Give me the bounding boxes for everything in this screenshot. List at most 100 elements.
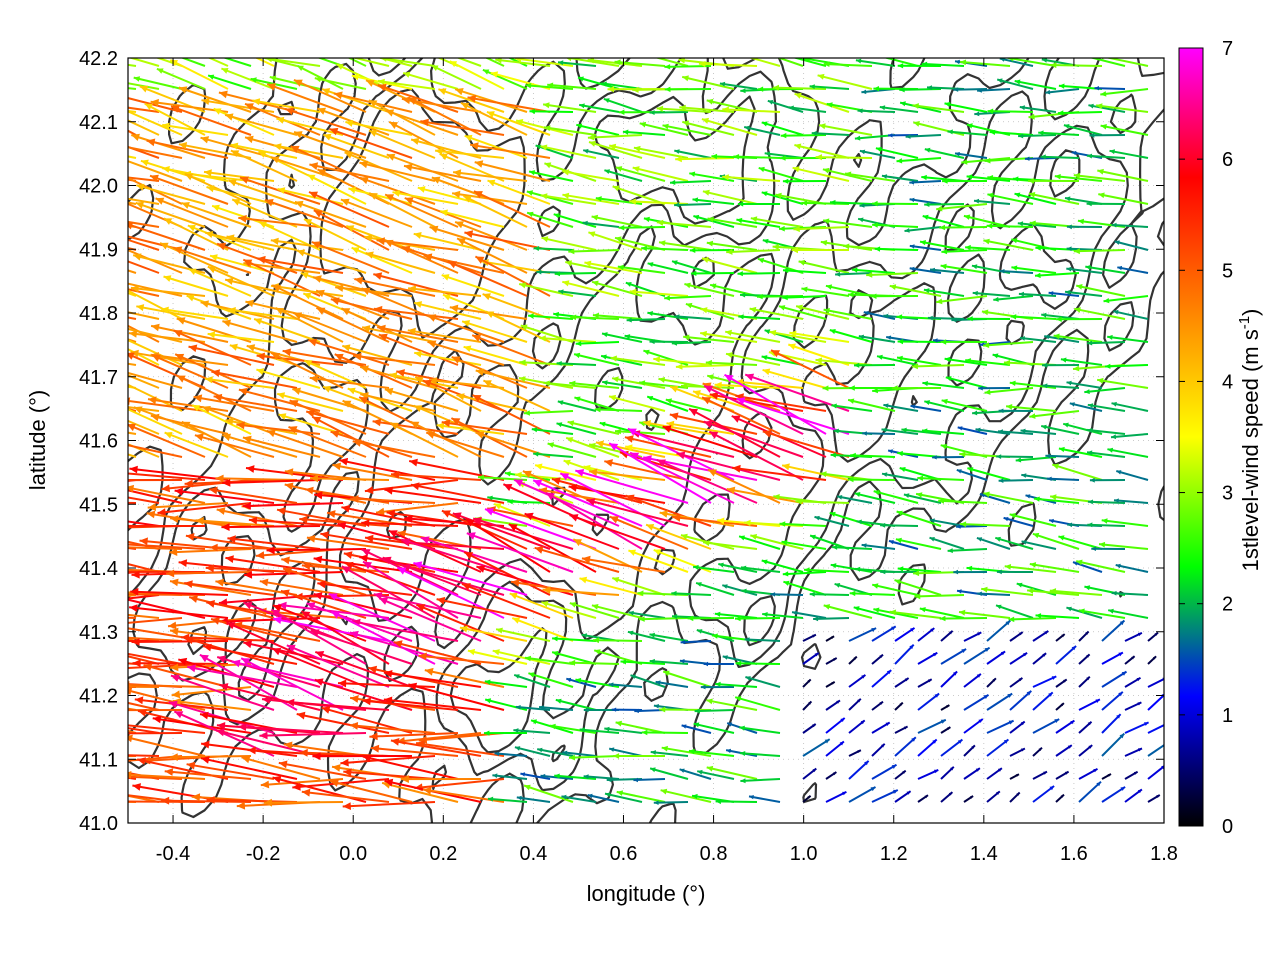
- wind-arrow-head: [128, 47, 135, 53]
- wind-arrow-head: [296, 711, 306, 720]
- wind-arrow-head: [171, 105, 180, 113]
- wind-arrow-head: [692, 197, 699, 203]
- wind-arrow-head: [711, 153, 718, 160]
- wind-arrow-head: [303, 292, 312, 300]
- wind-arrow-head: [1003, 359, 1011, 366]
- y-tick-label: 42.1: [79, 112, 118, 134]
- wind-arrow-head: [225, 555, 234, 563]
- wind-arrow: [698, 60, 758, 68]
- wind-arrow-head: [983, 238, 990, 245]
- wind-arrow-head: [1029, 562, 1037, 568]
- wind-arrow-head: [146, 138, 156, 147]
- wind-arrow-shaft: [465, 518, 551, 573]
- wind-arrow: [940, 648, 967, 665]
- wind-arrow: [703, 384, 804, 435]
- wind-arrow-head: [415, 376, 424, 384]
- wind-arrow-head: [792, 166, 800, 173]
- wind-arrow-head: [771, 350, 780, 358]
- wind-arrow: [266, 83, 344, 113]
- wind-arrow-head: [679, 768, 685, 773]
- wind-arrow-shaft: [987, 110, 1034, 113]
- wind-arrow: [743, 125, 781, 136]
- wind-arrow-shaft: [801, 287, 850, 297]
- wind-arrow-head: [779, 225, 785, 232]
- wind-arrow: [756, 293, 804, 300]
- wind-arrow-shaft: [1058, 535, 1103, 550]
- wind-arrow-head: [992, 353, 999, 359]
- wind-arrow: [1049, 588, 1103, 596]
- wind-arrow-head: [1111, 222, 1117, 228]
- wind-arrow-head: [643, 349, 650, 355]
- wind-arrow-head: [277, 392, 286, 399]
- wind-arrow: [188, 344, 275, 366]
- wind-arrow: [191, 404, 252, 435]
- wind-arrow: [963, 795, 974, 803]
- wind-arrow: [128, 238, 160, 251]
- wind-arrow-shaft: [204, 377, 275, 389]
- wind-arrow-shaft: [829, 201, 873, 205]
- wind-arrow-shaft: [361, 326, 436, 343]
- wind-arrow: [701, 257, 758, 274]
- wind-arrow-head: [674, 202, 680, 208]
- wind-arrow-shaft: [600, 354, 643, 366]
- wind-arrow-head: [1089, 477, 1095, 483]
- wind-arrow-head: [475, 256, 485, 264]
- wind-arrow-head: [218, 598, 228, 607]
- x-tick-label: 0.4: [519, 843, 547, 865]
- wind-arrow: [1124, 721, 1150, 734]
- wind-arrow-head: [186, 294, 195, 302]
- wind-arrow-head: [829, 329, 836, 335]
- wind-arrow-shaft: [368, 192, 436, 228]
- wind-arrow-shaft: [207, 58, 229, 67]
- wind-arrow: [733, 154, 781, 160]
- wind-arrow: [881, 472, 919, 481]
- wind-arrow: [803, 567, 850, 573]
- wind-arrow-head: [1094, 86, 1099, 91]
- wind-arrow-shaft: [719, 82, 758, 90]
- wind-arrow-shaft: [131, 134, 206, 159]
- wind-arrow-shaft: [1007, 58, 1057, 67]
- wind-arrow-shaft: [143, 664, 229, 688]
- wind-arrow-head: [130, 587, 139, 596]
- wind-arrow: [802, 633, 817, 642]
- wind-arrow-head: [98, 543, 106, 551]
- wind-arrow: [676, 451, 781, 481]
- wind-arrow-shaft: [592, 314, 643, 320]
- wind-arrow-head: [344, 151, 353, 159]
- wind-arrow-shaft: [737, 272, 781, 275]
- wind-arrow-shaft: [207, 74, 252, 90]
- wind-arrow-head: [76, 211, 85, 219]
- wind-arrow-head: [540, 193, 548, 200]
- wind-arrow-shaft: [811, 132, 850, 136]
- wind-arrow: [622, 129, 666, 136]
- wind-arrow: [1064, 290, 1103, 297]
- wind-arrow: [1007, 58, 1057, 67]
- wind-arrow-head: [706, 98, 714, 105]
- wind-arrow-shaft: [549, 724, 597, 734]
- wind-arrow-head: [133, 406, 143, 414]
- wind-arrow-head: [587, 58, 595, 64]
- wind-arrow: [664, 64, 712, 70]
- wind-arrow-head: [494, 503, 502, 510]
- wind-arrow-head: [312, 416, 322, 425]
- wind-arrow: [136, 183, 206, 205]
- wind-arrow-shaft: [1107, 448, 1149, 458]
- wind-arrow-head: [626, 317, 632, 323]
- wind-arrow: [769, 329, 827, 343]
- wind-arrow: [466, 532, 574, 573]
- wind-arrow: [608, 442, 712, 504]
- wind-arrow-shaft: [128, 546, 183, 550]
- wind-arrow-head: [53, 228, 62, 236]
- wind-arrow-head: [151, 323, 160, 332]
- wind-arrow: [633, 145, 689, 159]
- wind-arrow-head: [163, 218, 173, 225]
- wind-arrow-head: [227, 535, 236, 543]
- wind-arrow: [128, 604, 229, 619]
- wind-arrow: [523, 410, 574, 416]
- wind-arrow: [540, 144, 597, 159]
- wind-arrow-head: [917, 475, 924, 481]
- wind-arrow-shaft: [823, 604, 873, 619]
- wind-arrow-shaft: [447, 260, 528, 297]
- wind-arrow: [293, 78, 367, 113]
- x-tick-label: 1.8: [1150, 843, 1178, 865]
